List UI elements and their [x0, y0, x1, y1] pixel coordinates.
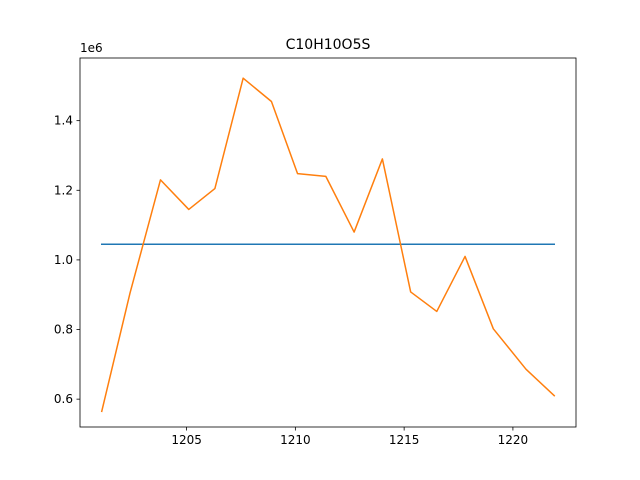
- y-tick-label: 0.8: [54, 323, 73, 337]
- chart-title: C10H10O5S: [286, 37, 371, 53]
- axes-frame: [79, 57, 577, 428]
- plot-area: 1205 1210 1215 1220 0.6 0.8 1.0 1.2 1.4: [54, 57, 577, 447]
- x-tick-label: 1220: [498, 433, 529, 447]
- x-tick-label: 1215: [389, 433, 420, 447]
- y-tick-label: 1.4: [54, 114, 73, 128]
- y-tick-label: 0.6: [54, 392, 73, 406]
- y-tick-label: 1.2: [54, 183, 73, 197]
- x-tick-label: 1205: [171, 433, 202, 447]
- y-tick-label: 1.0: [54, 253, 73, 267]
- series-line-2: [100, 77, 556, 413]
- y-axis-offset-label: 1e6: [80, 41, 103, 55]
- x-tick-label: 1210: [280, 433, 311, 447]
